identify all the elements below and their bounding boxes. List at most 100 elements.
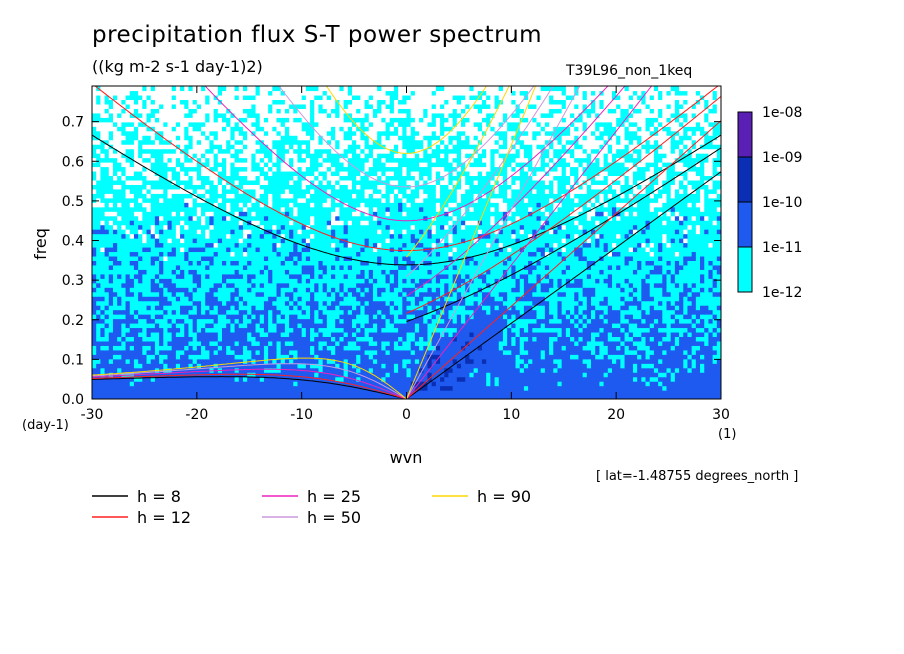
heatmap-cell <box>448 381 454 387</box>
heatmap-cell <box>712 363 718 369</box>
heatmap-cell <box>511 363 517 369</box>
heatmap-cell <box>347 300 353 306</box>
heatmap-cell <box>117 251 122 257</box>
heatmap-cell <box>276 358 282 364</box>
heatmap-cell <box>456 381 462 387</box>
heatmap-cell <box>276 336 282 342</box>
heatmap-cell <box>544 354 550 360</box>
heatmap-cell <box>511 314 517 320</box>
heatmap-cell <box>347 273 353 279</box>
heatmap-cell <box>662 260 668 266</box>
heatmap-cell <box>284 336 290 342</box>
heatmap-cell <box>410 358 416 364</box>
heatmap-cell <box>205 394 211 399</box>
heatmap-cell <box>490 390 496 396</box>
heatmap-cell <box>586 309 592 315</box>
heatmap-cell <box>234 327 240 333</box>
heatmap-cell <box>263 309 269 315</box>
heatmap-cell <box>301 358 307 364</box>
heatmap-cell <box>331 287 336 293</box>
heatmap-cell <box>247 327 252 333</box>
heatmap-cell <box>523 345 529 351</box>
heatmap-cell <box>494 345 500 351</box>
heatmap-cell <box>628 394 634 399</box>
heatmap-cell <box>364 296 370 302</box>
heatmap-cell <box>490 394 496 399</box>
heatmap-cell <box>477 309 483 315</box>
heatmap-cell <box>163 260 169 266</box>
heatmap-cell <box>356 390 361 396</box>
heatmap-cell <box>532 331 538 337</box>
heatmap-cell <box>92 345 97 351</box>
heatmap-cell <box>461 363 466 369</box>
heatmap-cell <box>314 314 320 320</box>
heatmap-cell <box>456 336 462 342</box>
heatmap-cell <box>406 376 412 382</box>
heatmap-cell <box>150 354 156 360</box>
heatmap-cell <box>356 327 361 333</box>
heatmap-cell <box>410 278 416 284</box>
heatmap-cell <box>138 309 143 315</box>
heatmap-cell <box>234 273 240 279</box>
heatmap-cell <box>473 358 479 364</box>
heatmap-cell <box>595 367 600 373</box>
heatmap-cell <box>272 300 278 306</box>
heatmap-cell <box>528 336 533 342</box>
heatmap-cell <box>591 394 596 399</box>
heatmap-cell <box>192 278 198 284</box>
heatmap-cell <box>666 314 672 320</box>
heatmap-cell <box>666 282 672 288</box>
heatmap-cell <box>557 305 563 311</box>
heatmap-cell <box>217 291 223 297</box>
heatmap-cell <box>490 385 496 391</box>
heatmap-cell <box>368 291 374 297</box>
heatmap-cell <box>586 349 592 355</box>
heatmap-cell <box>129 358 135 364</box>
heatmap-cell <box>171 287 177 293</box>
heatmap-cell <box>188 255 194 261</box>
heatmap-cell <box>616 291 621 297</box>
heatmap-cell <box>691 367 697 373</box>
heatmap-cell <box>242 273 248 279</box>
heatmap-cell <box>213 318 219 324</box>
heatmap-cell <box>117 300 122 306</box>
heatmap-cell <box>351 336 357 342</box>
heatmap-cell <box>544 282 550 288</box>
heatmap-cell <box>305 251 311 257</box>
heatmap-cell <box>402 251 408 257</box>
heatmap-cell <box>167 331 173 337</box>
heatmap-cell <box>477 376 483 382</box>
heatmap-cell <box>331 314 336 320</box>
heatmap-cell <box>670 336 676 342</box>
heatmap-cell <box>528 278 533 284</box>
heatmap-cell <box>578 358 584 364</box>
heatmap-cell <box>544 291 550 297</box>
heatmap-cell <box>356 318 361 324</box>
heatmap-cell <box>595 278 600 284</box>
heatmap-cell <box>297 349 303 355</box>
heatmap-cell <box>578 264 584 270</box>
heatmap-cell <box>628 318 634 324</box>
heatmap-cell <box>377 269 382 275</box>
heatmap-cell <box>557 345 563 351</box>
heatmap-cell <box>461 331 466 337</box>
heatmap-cell <box>150 376 156 382</box>
heatmap-cell <box>377 345 382 351</box>
heatmap-cell <box>192 367 198 373</box>
heatmap-cell <box>540 318 546 324</box>
heatmap-cell <box>238 358 244 364</box>
heatmap-cell <box>620 269 626 275</box>
heatmap-cell <box>171 246 177 253</box>
heatmap-cell <box>117 358 122 364</box>
heatmap-cell <box>561 287 567 293</box>
heatmap-cell <box>125 269 131 275</box>
heatmap-cell <box>301 309 307 315</box>
heatmap-cell <box>423 376 429 382</box>
heatmap-cell <box>268 336 273 342</box>
heatmap-cell <box>159 376 164 382</box>
heatmap-cell <box>213 282 219 288</box>
heatmap-cell <box>96 336 101 342</box>
heatmap-cell <box>402 273 408 279</box>
heatmap-cell <box>196 246 202 253</box>
heatmap-cell <box>351 394 357 399</box>
